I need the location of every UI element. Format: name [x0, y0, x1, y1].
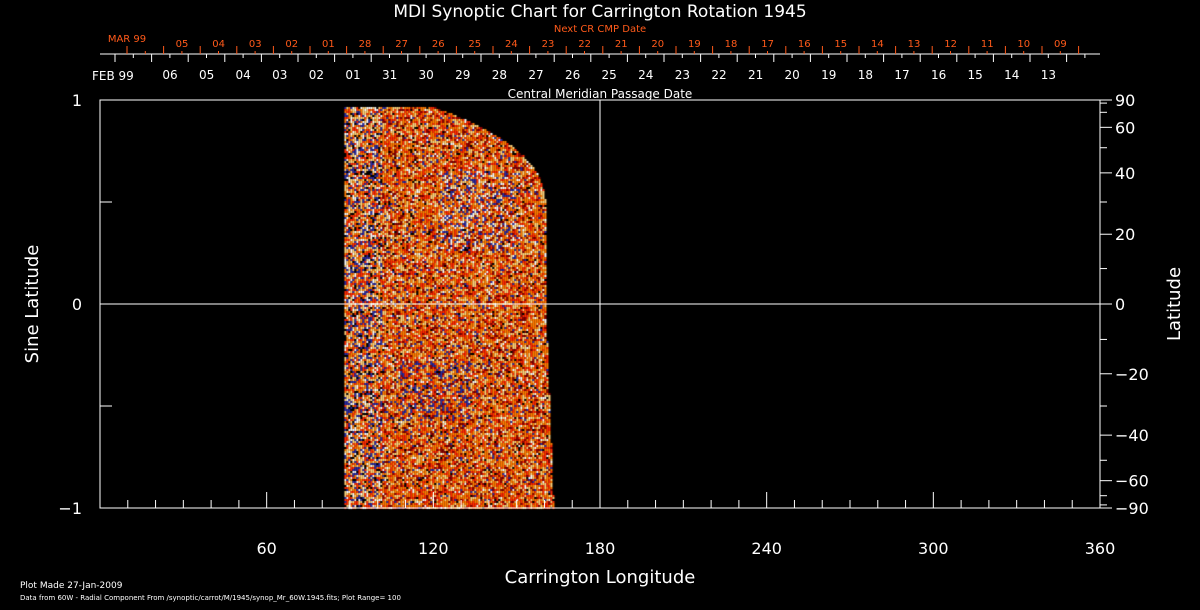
y-right-tick-label: 90 — [1115, 91, 1135, 110]
y-right-tick-label: 40 — [1115, 164, 1135, 183]
y-right-tick-label: −90 — [1115, 499, 1149, 518]
cmp-date-label: 20 — [785, 68, 800, 82]
x-axis-label: Carrington Longitude — [505, 567, 696, 588]
next-cr-date-label: 21 — [615, 39, 628, 50]
x-tick-label: 300 — [918, 539, 949, 558]
next-cr-date-label: 03 — [249, 39, 262, 50]
next-cr-date-label: 12 — [944, 39, 957, 50]
cmp-date-label: 26 — [565, 68, 580, 82]
cmp-date-label: 15 — [968, 68, 983, 82]
next-cr-date-label: 13 — [908, 39, 921, 50]
next-cr-axis-title: Next CR CMP Date — [554, 24, 646, 35]
next-cr-date-label: 09 — [1054, 39, 1067, 50]
next-cr-date-label: 15 — [834, 39, 847, 50]
cmp-date-label: 04 — [236, 68, 251, 82]
cmp-date-label: 29 — [455, 68, 470, 82]
x-tick-label: 180 — [585, 539, 616, 558]
cmp-date-label: 27 — [528, 68, 543, 82]
y-left-tick-label: 0 — [72, 295, 82, 314]
cmp-date-label: 18 — [858, 68, 873, 82]
y-axis-label-left: Sine Latitude — [22, 245, 43, 364]
cmp-date-label: 23 — [675, 68, 690, 82]
cmp-date-label: 31 — [382, 68, 397, 82]
next-cr-date-label: 22 — [578, 39, 591, 50]
y-left-tick-label: 1 — [72, 91, 82, 110]
cmp-date-label: 13 — [1041, 68, 1056, 82]
x-tick-label: 60 — [256, 539, 276, 558]
x-tick-label: 360 — [1085, 539, 1116, 558]
x-tick-label: 240 — [751, 539, 782, 558]
y-right-tick-label: 60 — [1115, 118, 1135, 137]
plot-made-text: Plot Made 27-Jan-2009 — [20, 581, 123, 591]
y-axis-label-right: Latitude — [1164, 267, 1185, 341]
next-cr-date-label: 04 — [212, 39, 225, 50]
next-cr-date-label: 11 — [981, 39, 994, 50]
cmp-date-label: 19 — [821, 68, 836, 82]
cmp-date-label: 25 — [602, 68, 617, 82]
y-right-tick-label: −40 — [1115, 426, 1149, 445]
y-right-tick-label: 0 — [1115, 295, 1125, 314]
cmp-date-label: 22 — [711, 68, 726, 82]
next-cr-date-label: 26 — [432, 39, 445, 50]
next-cr-date-label: 18 — [725, 39, 738, 50]
next-cr-date-label: 16 — [798, 39, 811, 50]
next-cr-date-label: 19 — [688, 39, 701, 50]
cmp-date-label: 01 — [345, 68, 360, 82]
next-cr-date-label: 05 — [176, 39, 189, 50]
next-cr-date-label: 20 — [651, 39, 664, 50]
next-cr-date-label: 27 — [395, 39, 408, 50]
next-cr-month-label: MAR 99 — [108, 34, 146, 45]
y-right-tick-label: −60 — [1115, 472, 1149, 491]
next-cr-date-label: 28 — [359, 39, 372, 50]
x-tick-label: 120 — [418, 539, 449, 558]
next-cr-date-label: 24 — [505, 39, 518, 50]
next-cr-date-label: 10 — [1017, 39, 1030, 50]
next-cr-date-label: 14 — [871, 39, 884, 50]
next-cr-date-label: 02 — [285, 39, 298, 50]
cmp-date-label: 14 — [1004, 68, 1019, 82]
cmp-date-label: 24 — [638, 68, 653, 82]
y-right-tick-label: 20 — [1115, 225, 1135, 244]
cmp-date-label: 30 — [419, 68, 434, 82]
cmp-month-label: FEB 99 — [92, 69, 134, 83]
chart-title: MDI Synoptic Chart for Carrington Rotati… — [393, 2, 806, 22]
next-cr-date-label: 01 — [322, 39, 335, 50]
cmp-date-label: 28 — [492, 68, 507, 82]
cmp-date-label: 21 — [748, 68, 763, 82]
cmp-date-label: 16 — [931, 68, 946, 82]
next-cr-date-label: 23 — [542, 39, 555, 50]
cmp-date-label: 17 — [894, 68, 909, 82]
cmp-axis-title: Central Meridian Passage Date — [508, 87, 693, 101]
data-source-text: Data from 60W - Radial Component From /s… — [20, 594, 401, 602]
cmp-date-label: 03 — [272, 68, 287, 82]
y-right-tick-label: −20 — [1115, 365, 1149, 384]
y-left-tick-label: −1 — [58, 499, 82, 518]
cmp-date-label: 05 — [199, 68, 214, 82]
cmp-date-label: 06 — [162, 68, 177, 82]
next-cr-date-label: 25 — [468, 39, 481, 50]
next-cr-date-label: 17 — [761, 39, 774, 50]
cmp-date-label: 02 — [309, 68, 324, 82]
